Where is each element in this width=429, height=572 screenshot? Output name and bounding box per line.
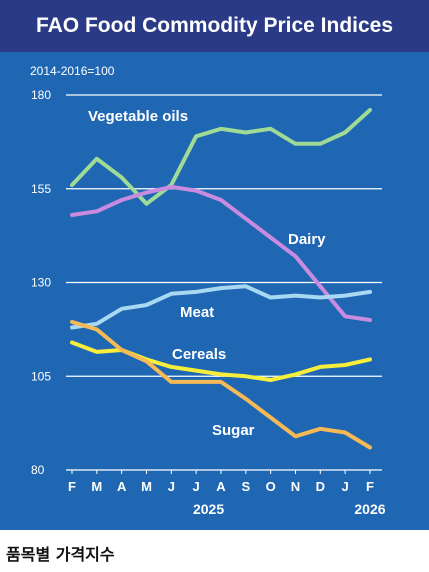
year-label: 2026 [354, 501, 385, 517]
chart-title: FAO Food Commodity Price Indices [35, 14, 394, 37]
x-tick-label: O [266, 479, 276, 494]
y-tick-label: 180 [31, 88, 51, 102]
x-tick-label: D [316, 479, 325, 494]
vegetable-oils-line [70, 108, 372, 206]
y-tick-label: 105 [31, 369, 51, 383]
meat-line [70, 284, 372, 330]
y-tick-label: 155 [31, 182, 51, 196]
x-tick-label: J [168, 479, 175, 494]
meat-label: Meat [180, 304, 214, 321]
x-tick-label: F [68, 479, 76, 494]
vegetable-oils-label: Vegetable oils [88, 108, 188, 125]
x-tick-label: J [342, 479, 349, 494]
y-tick-label: 130 [31, 276, 51, 290]
series-layer [70, 108, 372, 450]
year-label: 2025 [193, 501, 224, 517]
title-bar: FAO Food Commodity Price Indices [0, 0, 429, 52]
x-tick-label: A [216, 479, 226, 494]
grid-layer [66, 94, 382, 474]
x-tick-label: J [193, 479, 200, 494]
dairy-line [70, 184, 372, 322]
caption: 품목별 가격지수 [6, 545, 115, 564]
sugar-line [70, 319, 372, 450]
y-tick-label: 80 [31, 463, 45, 477]
x-tick-label: N [291, 479, 300, 494]
x-tick-label: M [141, 479, 152, 494]
x-tick-label: S [241, 479, 250, 494]
x-tick-label: A [117, 479, 127, 494]
dairy-label: Dairy [288, 231, 326, 248]
x-tick-label: F [366, 479, 374, 494]
x-tick-label: M [91, 479, 102, 494]
y-unit-label: 2014-2016=100 [30, 64, 115, 78]
cereals-label: Cereals [172, 346, 226, 363]
sugar-label: Sugar [212, 422, 255, 439]
